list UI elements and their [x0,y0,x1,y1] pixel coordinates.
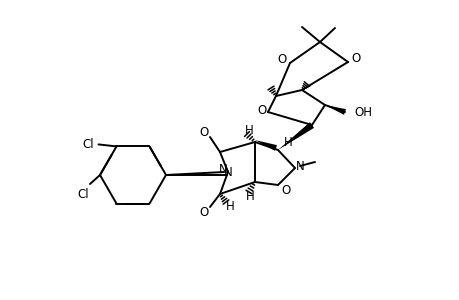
Text: OH: OH [353,106,371,118]
Text: O: O [199,206,208,218]
Text: H: H [225,200,234,212]
Polygon shape [325,105,345,115]
Text: H: H [283,136,292,148]
Text: H: H [244,124,253,136]
Polygon shape [254,140,276,151]
Polygon shape [277,122,313,150]
Text: Cl: Cl [83,138,94,151]
Text: O: O [351,52,360,64]
Text: O: O [199,125,208,139]
Text: Cl: Cl [77,188,89,202]
Text: H: H [245,190,254,202]
Text: N: N [218,163,227,176]
Text: O: O [257,103,266,116]
Text: O: O [281,184,290,197]
Text: N: N [295,160,304,172]
Text: N: N [223,167,232,179]
Text: O: O [277,52,286,65]
